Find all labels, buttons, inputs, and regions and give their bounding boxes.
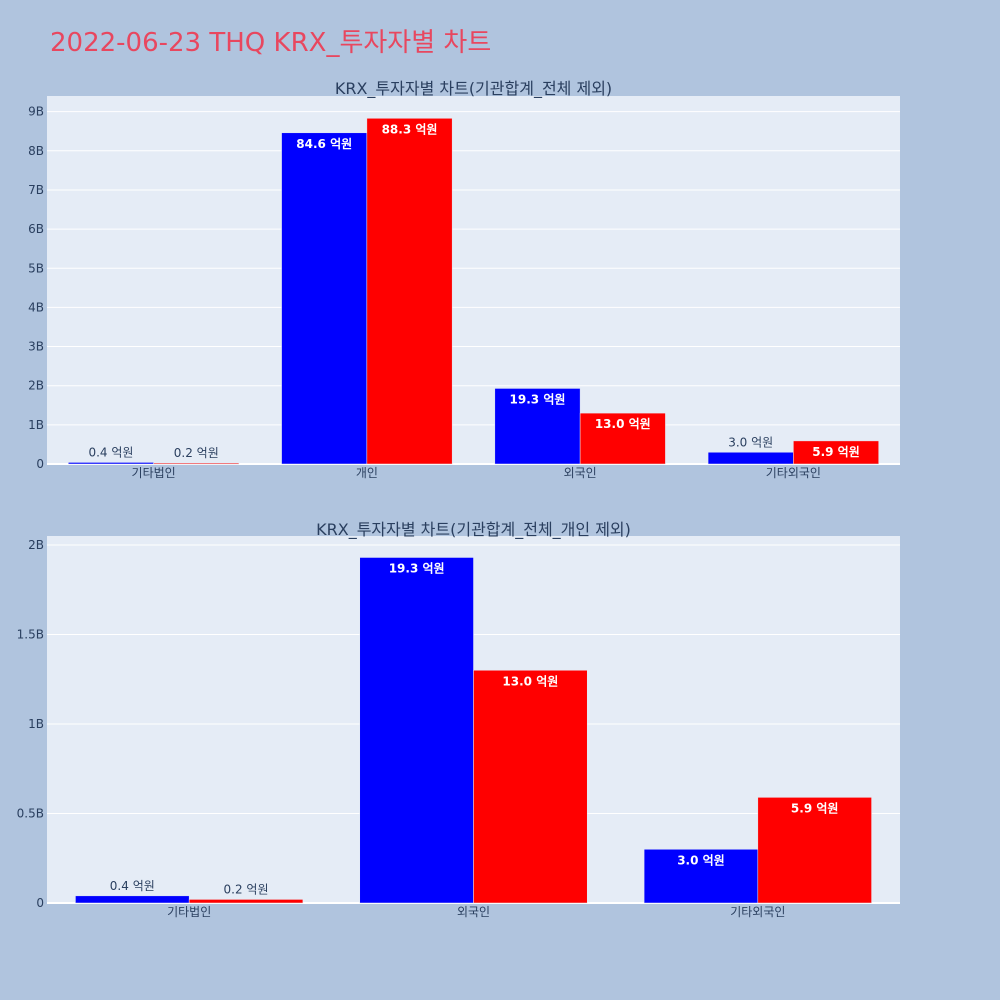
bar [153,462,240,465]
data-label: 13.0 억원 [502,674,558,688]
x-tick-label: 기타법인 [167,905,211,919]
y-tick-label: 4B [28,300,44,314]
data-label: 0.2 억원 [224,882,269,896]
data-label: 5.9 억원 [791,801,839,815]
y-tick-label: 1B [28,717,44,731]
data-label: 3.0 억원 [728,435,773,449]
bar [281,132,368,465]
data-label: 19.3 억원 [510,392,566,406]
bar [643,849,759,904]
y-tick-label: 8B [28,144,44,158]
data-label: 19.3 억원 [389,561,445,575]
chart-title-0: KRX_투자자별 차트(기관합계_전체 제외) [335,79,612,99]
y-tick-label: 0 [36,457,44,471]
bar [494,388,581,465]
y-tick-label: 2B [28,538,44,552]
bar [359,557,474,904]
bar [579,412,666,465]
y-tick-label: 5B [28,261,44,275]
bar [188,899,304,904]
bar [75,895,190,904]
x-tick-label: 개인 [356,466,378,480]
x-tick-label: 외국인 [564,466,597,480]
bar [366,118,453,465]
y-tick-label: 0.5B [17,806,44,820]
y-tick-label: 6B [28,222,44,236]
page-title: 2022-06-23 THQ KRX_투자자별 차트 [50,28,492,58]
y-tick-label: 9B [28,105,44,119]
bar [707,452,794,465]
data-label: 0.4 억원 [88,445,133,459]
x-tick-label: 기타외국인 [730,905,785,919]
y-tick-label: 1B [28,418,44,432]
bar [757,797,872,904]
data-label: 13.0 억원 [595,417,651,431]
y-tick-label: 1.5B [17,627,44,641]
y-tick-label: 0 [36,896,44,910]
bar [793,440,879,465]
data-label: 5.9 억원 [812,445,860,459]
data-label: 0.2 억원 [174,446,219,460]
x-tick-label: 기타외국인 [766,466,821,480]
data-label: 3.0 억원 [677,853,725,867]
chart-title-1: KRX_투자자별 차트(기관합계_전체_개인 제외) [316,520,631,540]
y-tick-label: 3B [28,340,44,354]
y-tick-label: 7B [28,183,44,197]
data-label: 84.6 억원 [296,137,352,151]
y-tick-label: 2B [28,379,44,393]
x-tick-label: 기타법인 [132,466,176,480]
x-tick-label: 외국인 [457,905,490,919]
data-label: 0.4 억원 [110,879,155,893]
bar [68,462,154,465]
data-label: 88.3 억원 [382,122,438,136]
bar [473,670,588,904]
plot-area-0 [47,96,900,464]
